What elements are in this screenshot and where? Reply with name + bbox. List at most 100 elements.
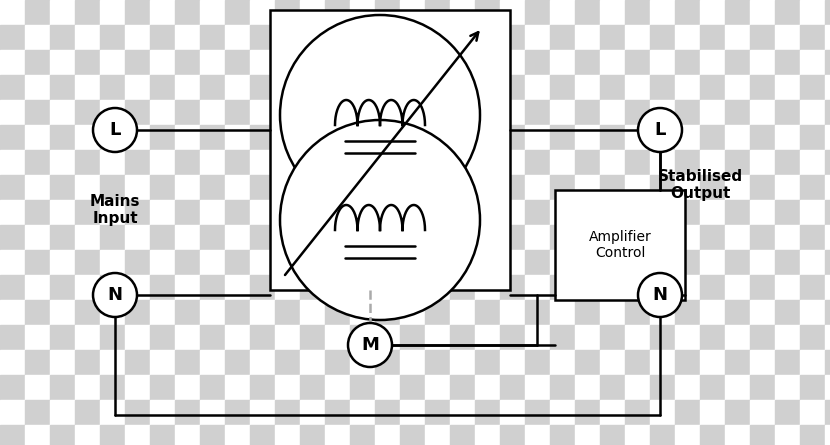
Bar <box>750 150 775 175</box>
Bar <box>350 0 375 25</box>
Bar <box>375 375 400 400</box>
Bar <box>300 400 325 425</box>
Bar <box>50 300 75 325</box>
Bar <box>800 75 825 100</box>
Bar <box>425 200 450 225</box>
Bar <box>275 300 300 325</box>
Bar <box>475 0 500 25</box>
Bar <box>550 400 575 425</box>
Bar <box>75 425 100 445</box>
Bar <box>350 300 375 325</box>
Bar <box>200 275 225 300</box>
Bar <box>25 0 50 25</box>
Bar <box>125 275 150 300</box>
Bar <box>350 275 375 300</box>
Bar <box>350 125 375 150</box>
Bar <box>175 350 200 375</box>
Bar <box>200 175 225 200</box>
Bar <box>575 300 600 325</box>
Bar <box>350 400 375 425</box>
Bar <box>75 375 100 400</box>
Bar <box>575 225 600 250</box>
Bar <box>725 100 750 125</box>
Bar <box>150 275 175 300</box>
Bar <box>650 425 675 445</box>
Bar <box>325 225 350 250</box>
Bar <box>725 275 750 300</box>
Bar <box>525 425 550 445</box>
Bar <box>825 250 830 275</box>
Bar <box>650 150 675 175</box>
Bar <box>0 100 25 125</box>
Bar <box>250 100 275 125</box>
Bar <box>675 250 700 275</box>
Bar <box>100 325 125 350</box>
Bar <box>800 175 825 200</box>
Bar <box>275 175 300 200</box>
Bar <box>575 0 600 25</box>
Bar <box>25 425 50 445</box>
Bar <box>725 150 750 175</box>
Bar <box>50 400 75 425</box>
Bar <box>250 350 275 375</box>
Bar <box>325 125 350 150</box>
Bar <box>575 425 600 445</box>
Bar <box>725 350 750 375</box>
Bar <box>375 300 400 325</box>
Bar <box>350 175 375 200</box>
Bar <box>25 400 50 425</box>
Bar <box>575 275 600 300</box>
Bar <box>250 25 275 50</box>
Bar <box>825 300 830 325</box>
Bar <box>675 0 700 25</box>
Bar <box>75 325 100 350</box>
Bar <box>50 350 75 375</box>
Bar <box>75 50 100 75</box>
Bar <box>800 225 825 250</box>
Bar <box>225 325 250 350</box>
Bar <box>0 175 25 200</box>
Bar <box>550 0 575 25</box>
Bar <box>650 100 675 125</box>
Bar <box>50 125 75 150</box>
Bar <box>400 0 425 25</box>
Circle shape <box>93 273 137 317</box>
Bar <box>650 325 675 350</box>
Bar <box>700 225 725 250</box>
Bar <box>275 150 300 175</box>
Bar <box>800 425 825 445</box>
Bar <box>725 325 750 350</box>
Bar <box>525 75 550 100</box>
Bar <box>100 75 125 100</box>
Bar <box>0 75 25 100</box>
Bar <box>325 375 350 400</box>
Bar <box>350 375 375 400</box>
Bar <box>275 275 300 300</box>
Bar <box>25 175 50 200</box>
Bar <box>175 25 200 50</box>
Bar <box>750 75 775 100</box>
Bar <box>600 375 625 400</box>
Bar <box>625 275 650 300</box>
Bar <box>25 250 50 275</box>
Bar <box>150 325 175 350</box>
Bar <box>450 150 475 175</box>
Bar <box>100 350 125 375</box>
Bar <box>250 300 275 325</box>
Bar <box>575 325 600 350</box>
Bar <box>50 100 75 125</box>
Bar <box>25 150 50 175</box>
Bar <box>675 100 700 125</box>
Bar <box>825 25 830 50</box>
Bar <box>400 400 425 425</box>
Bar <box>450 425 475 445</box>
Text: Amplifier
Control: Amplifier Control <box>588 230 652 260</box>
Bar <box>575 50 600 75</box>
Bar <box>400 200 425 225</box>
Bar <box>125 0 150 25</box>
Bar <box>175 225 200 250</box>
Bar <box>325 300 350 325</box>
Bar <box>450 25 475 50</box>
Bar <box>275 50 300 75</box>
Bar <box>200 125 225 150</box>
